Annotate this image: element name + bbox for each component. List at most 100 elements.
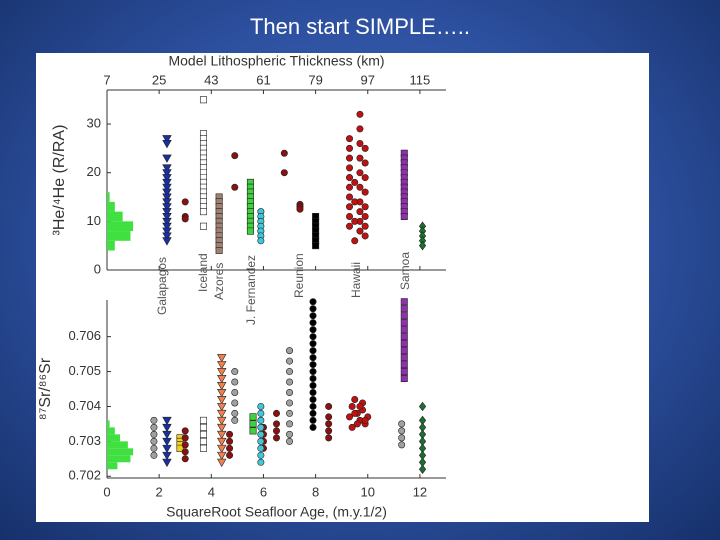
top-tick-label: 79 <box>308 72 322 87</box>
data-point <box>162 416 172 426</box>
histogram-bar <box>107 427 115 435</box>
data-point <box>162 232 172 241</box>
data-point <box>231 410 239 417</box>
y-axis-label: ⁸⁷Sr/⁸⁶Sr <box>37 357 54 420</box>
data-point <box>217 458 227 468</box>
data-point <box>162 154 172 163</box>
data-point <box>162 135 172 144</box>
data-point <box>309 396 317 403</box>
data-point <box>231 368 239 375</box>
data-point <box>215 247 223 255</box>
data-point <box>400 361 408 369</box>
data-point <box>162 227 172 236</box>
data-point <box>346 154 354 162</box>
data-point <box>257 458 265 466</box>
data-point <box>351 179 359 186</box>
data-point <box>162 198 172 207</box>
top-tick-label: 61 <box>256 72 270 87</box>
data-point <box>351 396 359 403</box>
data-point <box>286 347 294 355</box>
data-point <box>162 451 172 461</box>
data-point <box>217 354 227 363</box>
data-point <box>217 451 227 461</box>
data-point <box>217 395 227 405</box>
data-point <box>309 361 317 368</box>
data-point <box>309 423 317 431</box>
data-point <box>181 198 189 206</box>
data-point <box>257 403 265 410</box>
histogram-bar <box>107 455 131 463</box>
data-point <box>150 423 158 431</box>
data-point <box>217 402 227 412</box>
top-tick-label: 25 <box>152 72 166 87</box>
data-point <box>353 420 361 428</box>
y-tick-label: 0.704 <box>68 398 101 413</box>
data-point <box>312 242 320 250</box>
data-point <box>162 222 172 232</box>
data-point <box>150 416 158 424</box>
data-point <box>348 403 356 410</box>
data-point <box>346 203 354 211</box>
location-label: Hawaii <box>349 262 363 298</box>
data-point <box>356 403 364 410</box>
data-point <box>356 154 364 162</box>
x-tick-label: 2 <box>156 484 163 499</box>
data-point <box>199 423 207 431</box>
data-point <box>309 326 317 334</box>
data-point <box>361 174 369 181</box>
data-point <box>356 198 364 206</box>
data-point <box>150 451 158 459</box>
data-point <box>346 213 354 220</box>
y-tick-label: 0.706 <box>68 328 101 343</box>
histogram-bar <box>107 434 121 442</box>
location-label: Iceland <box>196 253 210 292</box>
data-point <box>257 430 265 438</box>
data-point <box>361 222 369 230</box>
data-point <box>400 319 408 327</box>
data-point <box>217 416 227 426</box>
data-point <box>231 399 239 407</box>
data-point <box>257 410 265 417</box>
data-point <box>217 409 227 419</box>
y-tick-label: 0.702 <box>68 468 101 483</box>
histogram-bar <box>107 441 128 449</box>
data-point <box>162 237 172 246</box>
data-point <box>356 169 364 177</box>
figure-background <box>36 53 649 522</box>
data-point <box>162 217 172 227</box>
data-point <box>400 326 408 334</box>
data-point <box>231 416 239 424</box>
data-point <box>217 423 227 433</box>
histogram-bar <box>107 211 123 222</box>
location-label: J. Fernandez <box>244 255 258 325</box>
data-point <box>286 378 294 386</box>
data-point <box>346 193 354 201</box>
data-point <box>418 240 427 251</box>
data-point <box>286 357 294 365</box>
data-point <box>348 423 356 431</box>
histogram-bar <box>107 192 110 202</box>
data-point <box>356 125 364 133</box>
data-point <box>309 298 317 306</box>
data-point <box>162 193 172 202</box>
data-point <box>400 340 408 348</box>
y-tick-label: 20 <box>87 164 101 179</box>
histogram-bar <box>107 231 131 241</box>
data-point <box>217 444 227 454</box>
data-point <box>162 164 172 173</box>
data-point <box>231 389 239 396</box>
data-point <box>226 437 234 445</box>
data-point <box>286 399 294 407</box>
data-point <box>356 217 364 225</box>
data-point <box>309 410 317 417</box>
data-point <box>418 401 427 412</box>
location-label: Samoa <box>398 252 412 290</box>
data-point <box>272 420 281 428</box>
data-point <box>181 455 189 463</box>
data-point <box>400 354 408 362</box>
data-point <box>181 215 189 223</box>
data-point <box>361 188 369 196</box>
data-point <box>398 427 406 435</box>
data-point <box>400 368 408 376</box>
data-point <box>398 434 406 442</box>
